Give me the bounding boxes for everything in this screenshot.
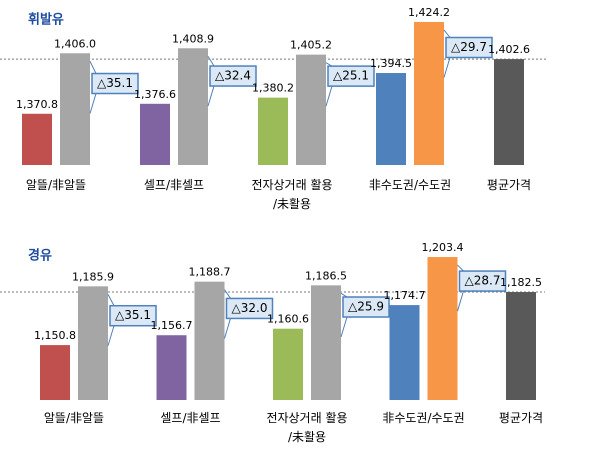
value-label: 1,380.2 (252, 82, 294, 95)
value-label: 1,174.7 (384, 289, 426, 302)
chart-title: 휘발유 (28, 12, 64, 28)
value-label: 1,186.5 (305, 269, 347, 282)
value-label: 1,188.7 (189, 266, 231, 279)
x-tick-label: 전자상거래 활용 /未활용 (266, 411, 348, 444)
annotation: △28.7 (465, 274, 501, 288)
x-tick-label: 셀프/非셀프 (160, 411, 221, 425)
annotation: △29.7 (451, 40, 487, 54)
bar (194, 281, 225, 400)
bar (60, 53, 90, 166)
bar (414, 21, 444, 165)
callout-box (91, 72, 139, 95)
value-label: 1,406.0 (54, 37, 96, 50)
callout-box (458, 270, 507, 292)
callout-box (342, 296, 390, 318)
annotation: △25.1 (333, 69, 369, 83)
bar (376, 73, 406, 165)
value-label: 1,376.6 (134, 88, 176, 101)
value-label: 1,185.9 (72, 270, 114, 283)
bar (311, 285, 341, 400)
value-label: 1,424.2 (408, 6, 450, 19)
bar (258, 97, 288, 165)
annotation: △32.0 (232, 301, 268, 315)
value-label: 1,394.5 (370, 57, 412, 70)
value-label: 1,408.9 (172, 32, 214, 45)
annotation: △35.1 (115, 308, 151, 322)
value-label: 1,160.6 (267, 313, 309, 326)
x-tick-label: 평균가격 (498, 411, 544, 425)
value-label: 1,370.8 (16, 98, 58, 111)
bar (22, 113, 52, 165)
callout-box (327, 65, 375, 87)
bar (427, 257, 458, 400)
bar (140, 103, 170, 165)
bar (273, 328, 303, 400)
value-label: 1,203.4 (422, 241, 464, 254)
x-tick-label: 평균가격 (486, 178, 532, 192)
bar (40, 345, 70, 400)
value-label: 1,402.6 (488, 43, 530, 56)
value-label: 1,156.7 (151, 319, 193, 332)
callout-box (109, 304, 157, 327)
annotation: △25.9 (348, 300, 384, 314)
annotation: △32.4 (215, 69, 251, 83)
bar (389, 305, 420, 400)
x-tick-label: 셀프/非셀프 (143, 178, 205, 192)
bar (178, 48, 208, 165)
x-tick-label: 알뜰/非알뜰 (43, 411, 105, 425)
value-label: 1,405.2 (290, 39, 332, 52)
bar (296, 54, 326, 165)
callout-box (225, 297, 274, 320)
x-tick-label: 非수도권/수도권 (368, 178, 452, 192)
x-tick-label: 전자상거래 활용 /未활용 (251, 178, 333, 211)
value-label: 1,150.8 (34, 329, 76, 342)
callout-box (209, 65, 257, 87)
bar (506, 292, 536, 400)
x-tick-label: 알뜰/非알뜰 (25, 178, 87, 192)
bar (494, 59, 524, 165)
callout-box (445, 36, 493, 59)
x-tick-label: 非수도권/수도권 (382, 411, 465, 425)
bar (156, 335, 187, 400)
annotation: △35.1 (97, 76, 133, 90)
bar (78, 286, 108, 400)
chart-title: 경유 (28, 248, 52, 264)
value-label: 1,182.5 (500, 276, 542, 289)
